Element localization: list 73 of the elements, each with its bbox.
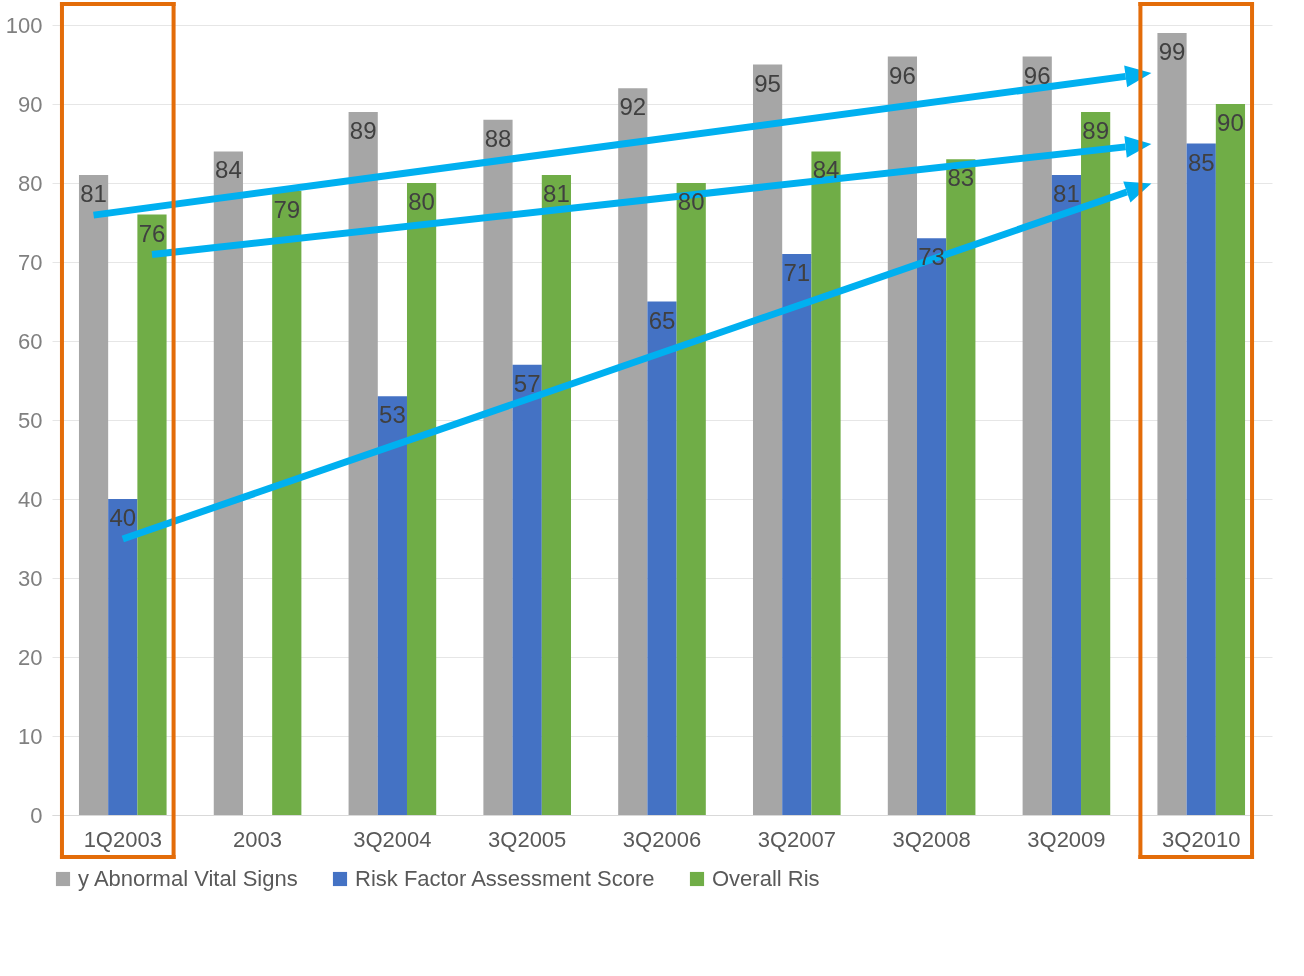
data-label: 92 <box>619 93 647 121</box>
data-label: 71 <box>783 259 811 287</box>
y-tick-label: 10 <box>18 723 43 749</box>
bar <box>946 159 976 815</box>
bar <box>752 64 783 815</box>
data-label: 81 <box>80 180 107 208</box>
bar <box>272 190 302 815</box>
y-tick-label: 30 <box>18 565 43 591</box>
data-label: 81 <box>543 180 570 208</box>
y-tick-label: 0 <box>30 802 43 828</box>
data-label: 89 <box>349 116 377 144</box>
legend-label: Overall Ris <box>712 866 820 891</box>
data-label: 40 <box>109 504 137 531</box>
bar <box>137 214 167 815</box>
bar <box>1215 104 1246 815</box>
bar <box>406 183 437 815</box>
y-tick-label: 100 <box>5 12 43 38</box>
data-label: 90 <box>1217 109 1244 136</box>
x-tick-label: 1Q2003 <box>83 826 162 852</box>
data-label: 73 <box>918 243 945 271</box>
data-label: 95 <box>754 69 781 97</box>
bar <box>1157 32 1187 815</box>
data-label: 85 <box>1187 148 1215 176</box>
y-tick-label: 90 <box>18 91 43 117</box>
bar <box>1186 143 1216 815</box>
data-label: 83 <box>947 164 975 192</box>
bar <box>887 56 918 815</box>
x-tick-label: 2003 <box>233 826 283 852</box>
data-label: 96 <box>889 61 916 89</box>
bar <box>483 119 513 815</box>
bar <box>1081 111 1111 815</box>
x-tick-label: 3Q2009 <box>1027 826 1106 852</box>
bar <box>377 396 407 815</box>
x-tick-label: 3Q2004 <box>353 826 432 852</box>
bar <box>541 175 572 815</box>
y-tick-label: 20 <box>18 644 43 670</box>
legend-label: Risk Factor Assessment Score <box>355 866 655 891</box>
data-label: 96 <box>1023 61 1051 89</box>
data-label: 80 <box>408 188 435 215</box>
y-tick-label: 80 <box>18 170 43 196</box>
x-tick-label: 3Q2005 <box>488 826 567 852</box>
bar <box>676 183 706 815</box>
data-label: 76 <box>138 219 166 247</box>
data-label: 89 <box>1082 116 1109 144</box>
bar <box>811 151 841 815</box>
bar <box>512 364 542 815</box>
data-label: 99 <box>1158 37 1186 65</box>
bar <box>348 111 378 815</box>
data-label: 79 <box>273 195 301 223</box>
data-label: 84 <box>215 156 242 184</box>
x-tick-label: 3Q2006 <box>622 826 702 852</box>
bar <box>782 254 812 815</box>
data-label: 53 <box>379 401 406 429</box>
y-tick-label: 50 <box>18 407 43 433</box>
bar <box>108 499 138 815</box>
bar <box>647 301 677 815</box>
legend-label: y Abnormal Vital Signs <box>78 866 298 891</box>
y-tick-label: 70 <box>18 249 43 275</box>
x-tick-label: 3Q2007 <box>757 826 836 852</box>
y-tick-label: 60 <box>18 328 43 354</box>
data-label: 57 <box>513 369 541 397</box>
bar <box>213 151 243 815</box>
bar <box>1022 56 1052 815</box>
x-tick-label: 3Q2008 <box>892 826 971 852</box>
data-label: 88 <box>484 124 512 152</box>
bar <box>917 238 947 815</box>
y-tick-label: 40 <box>18 486 43 512</box>
data-label: 65 <box>648 306 676 334</box>
x-tick-label: 3Q2010 <box>1162 826 1241 852</box>
bar <box>618 88 648 815</box>
bar <box>1051 175 1082 815</box>
data-label: 81 <box>1053 180 1080 208</box>
bar <box>78 175 109 815</box>
